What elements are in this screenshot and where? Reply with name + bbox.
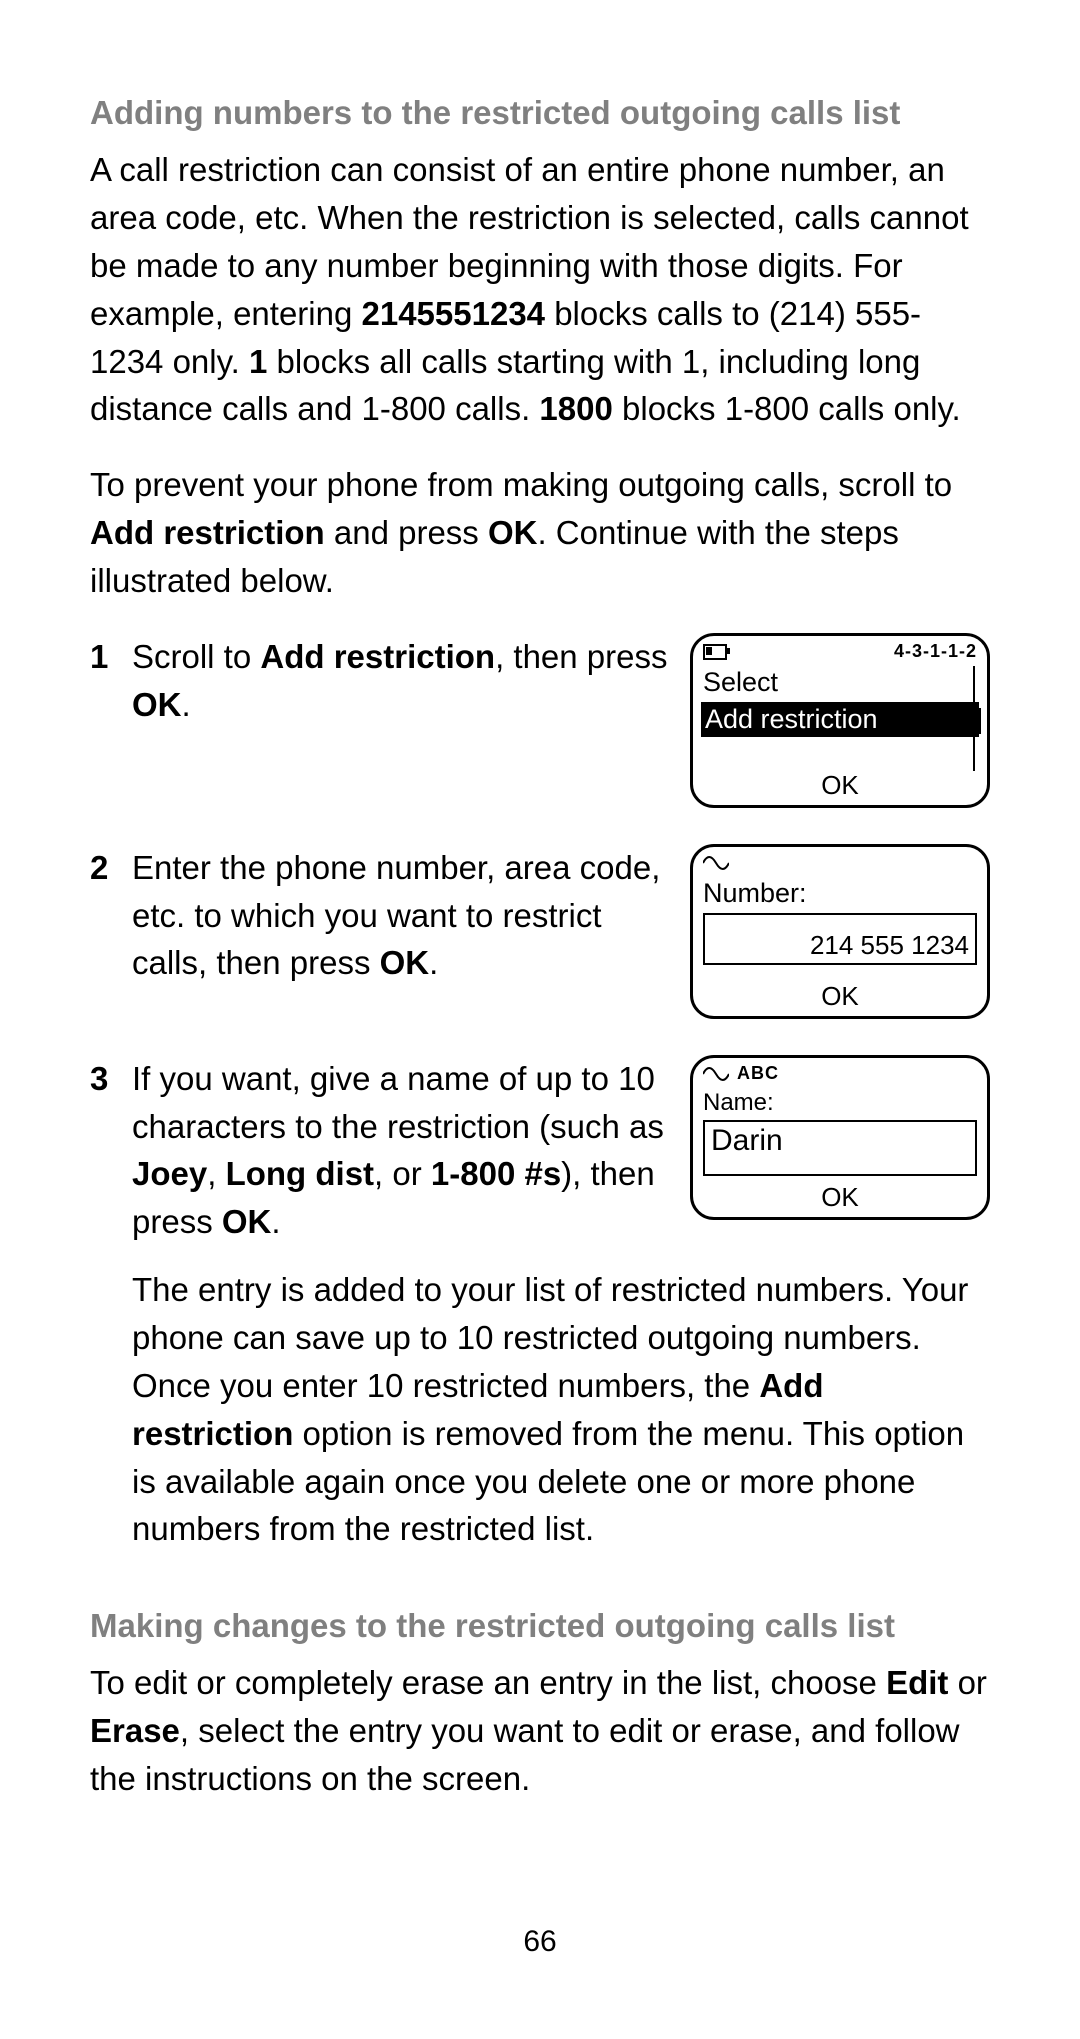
softkey-label: OK (693, 1182, 987, 1213)
input-value: Darin (711, 1124, 783, 1158)
text-bold: OK (132, 686, 182, 723)
phone-screen: Number: 214 555 1234 OK (690, 844, 990, 1019)
text: To prevent your phone from making outgoi… (90, 466, 952, 503)
text-bold: OK (380, 944, 430, 981)
input-box: 214 555 1234 (703, 913, 977, 965)
step-number: 2 (90, 844, 132, 892)
text: To edit or completely erase an entry in … (90, 1664, 886, 1701)
manual-page: Adding numbers to the restricted outgoin… (0, 0, 1080, 2039)
text-bold: 1 (249, 343, 267, 380)
step-text: Enter the phone number, area code, etc. … (132, 844, 690, 988)
screen-label: Number: (693, 877, 987, 911)
intro-paragraph: A call restriction can consist of an ent… (90, 146, 990, 433)
signal-icon (703, 1066, 729, 1082)
status-row: 4-3-1-1-2 (693, 636, 987, 666)
status-row: ABC (693, 1058, 987, 1088)
text: , then press (495, 638, 667, 675)
status-row (693, 847, 987, 877)
step-text: If you want, give a name of up to 10 cha… (132, 1055, 690, 1246)
step-text: Scroll to Add restriction, then press OK… (132, 633, 690, 729)
signal-icon (703, 855, 729, 871)
page-number: 66 (0, 1925, 1080, 1959)
heading-making: Making changes to the restricted outgoin… (90, 1603, 990, 1649)
text-bold: Add restriction (90, 514, 325, 551)
text-mode-indicator: ABC (737, 1063, 779, 1084)
text: Scroll to (132, 638, 260, 675)
text: , or (374, 1155, 431, 1192)
text: . (271, 1203, 280, 1240)
scrollbar-thumb (973, 708, 981, 734)
step-3-followup: The entry is added to your list of restr… (132, 1266, 990, 1553)
step-1: 1 Scroll to Add restriction, then press … (90, 633, 990, 808)
text-bold: Joey (132, 1155, 207, 1192)
input-value: 214 555 1234 (810, 930, 969, 961)
step-number: 1 (90, 633, 132, 681)
text: . (182, 686, 191, 723)
text-bold: OK (488, 514, 538, 551)
text-bold: Edit (886, 1664, 948, 1701)
text-bold: Add restriction (260, 638, 495, 675)
text-bold: Erase (90, 1712, 180, 1749)
screen-illustration-2: Number: 214 555 1234 OK (690, 844, 990, 1019)
making-paragraph: To edit or completely erase an entry in … (90, 1659, 990, 1803)
step-3: 3 If you want, give a name of up to 10 c… (90, 1055, 990, 1246)
step-2: 2 Enter the phone number, area code, etc… (90, 844, 990, 1019)
step-number: 3 (90, 1055, 132, 1103)
text: . (429, 944, 438, 981)
text-bold: 1-800 #s (431, 1155, 561, 1192)
softkey-label: OK (693, 981, 987, 1012)
text: , (207, 1155, 225, 1192)
text: blocks 1-800 calls only. (613, 390, 961, 427)
text-bold: OK (222, 1203, 272, 1240)
heading-adding: Adding numbers to the restricted outgoin… (90, 90, 990, 136)
screen-line: Select (693, 666, 987, 700)
battery-icon (703, 644, 727, 660)
screen-illustration-1: 4-3-1-1-2 Select Add restriction OK (690, 633, 990, 808)
softkey-label: OK (693, 770, 987, 801)
phone-screen: ABC Name: Darin OK (690, 1055, 990, 1220)
text-bold: Long dist (226, 1155, 374, 1192)
screen-label: Name: (693, 1088, 987, 1118)
input-box: Darin (703, 1120, 977, 1176)
text: and press (325, 514, 488, 551)
text-bold: 2145551234 (362, 295, 546, 332)
text: , select the entry you want to edit or e… (90, 1712, 960, 1797)
text-bold: 1800 (539, 390, 612, 427)
menu-code: 4-3-1-1-2 (894, 641, 977, 662)
text: or (948, 1664, 987, 1701)
phone-screen: 4-3-1-1-2 Select Add restriction OK (690, 633, 990, 808)
screen-illustration-3: ABC Name: Darin OK (690, 1055, 990, 1220)
screen-highlighted-item: Add restriction (701, 702, 979, 737)
text: If you want, give a name of up to 10 cha… (132, 1060, 664, 1145)
text: The entry is added to your list of restr… (132, 1271, 968, 1404)
scrollbar (973, 666, 981, 771)
prevent-paragraph: To prevent your phone from making outgoi… (90, 461, 990, 605)
